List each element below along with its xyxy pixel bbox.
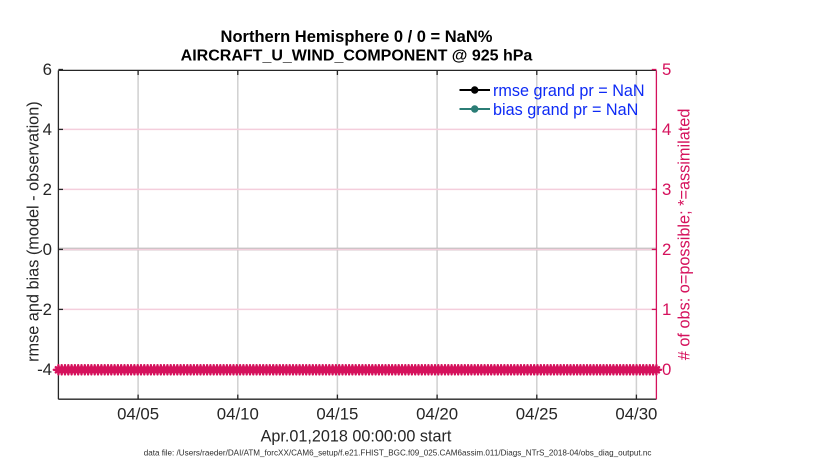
svg-text:04/20: 04/20	[416, 405, 458, 424]
svg-text:04/15: 04/15	[316, 405, 358, 424]
svg-text:4: 4	[43, 120, 52, 139]
svg-text:2: 2	[662, 240, 671, 259]
svg-text:5: 5	[662, 60, 671, 79]
svg-text:04/25: 04/25	[516, 405, 558, 424]
svg-text:rmse and bias (model - observa: rmse and bias (model - observation)	[24, 101, 42, 362]
svg-text:AIRCRAFT_U_WIND_COMPONENT @ 92: AIRCRAFT_U_WIND_COMPONENT @ 925 hPa	[181, 48, 533, 65]
svg-text:0: 0	[662, 360, 671, 379]
svg-text:Apr.01,2018 00:00:00 start: Apr.01,2018 00:00:00 start	[261, 427, 452, 445]
svg-text:-4: -4	[37, 360, 52, 379]
svg-text:# of obs: o=possible; *=assimi: # of obs: o=possible; *=assimilated	[676, 109, 694, 361]
svg-text:rmse grand pr = NaN: rmse grand pr = NaN	[493, 82, 645, 100]
svg-text:04/10: 04/10	[217, 405, 259, 424]
svg-text:4: 4	[662, 120, 671, 139]
svg-text:2: 2	[43, 180, 52, 199]
svg-text:1: 1	[662, 300, 671, 319]
svg-text:04/30: 04/30	[615, 405, 657, 424]
svg-text:3: 3	[662, 180, 671, 199]
svg-text:04/05: 04/05	[117, 405, 159, 424]
svg-text:bias grand pr = NaN: bias grand pr = NaN	[493, 101, 638, 119]
svg-text:Northern Hemisphere 0 / 0 = Na: Northern Hemisphere 0 / 0 = NaN%	[221, 28, 493, 46]
svg-text:-2: -2	[37, 300, 52, 319]
svg-text:data file: /Users/raeder/DAI/A: data file: /Users/raeder/DAI/ATM_forcXX/…	[144, 449, 652, 458]
svg-text:6: 6	[43, 60, 52, 79]
svg-text:0: 0	[43, 240, 52, 259]
